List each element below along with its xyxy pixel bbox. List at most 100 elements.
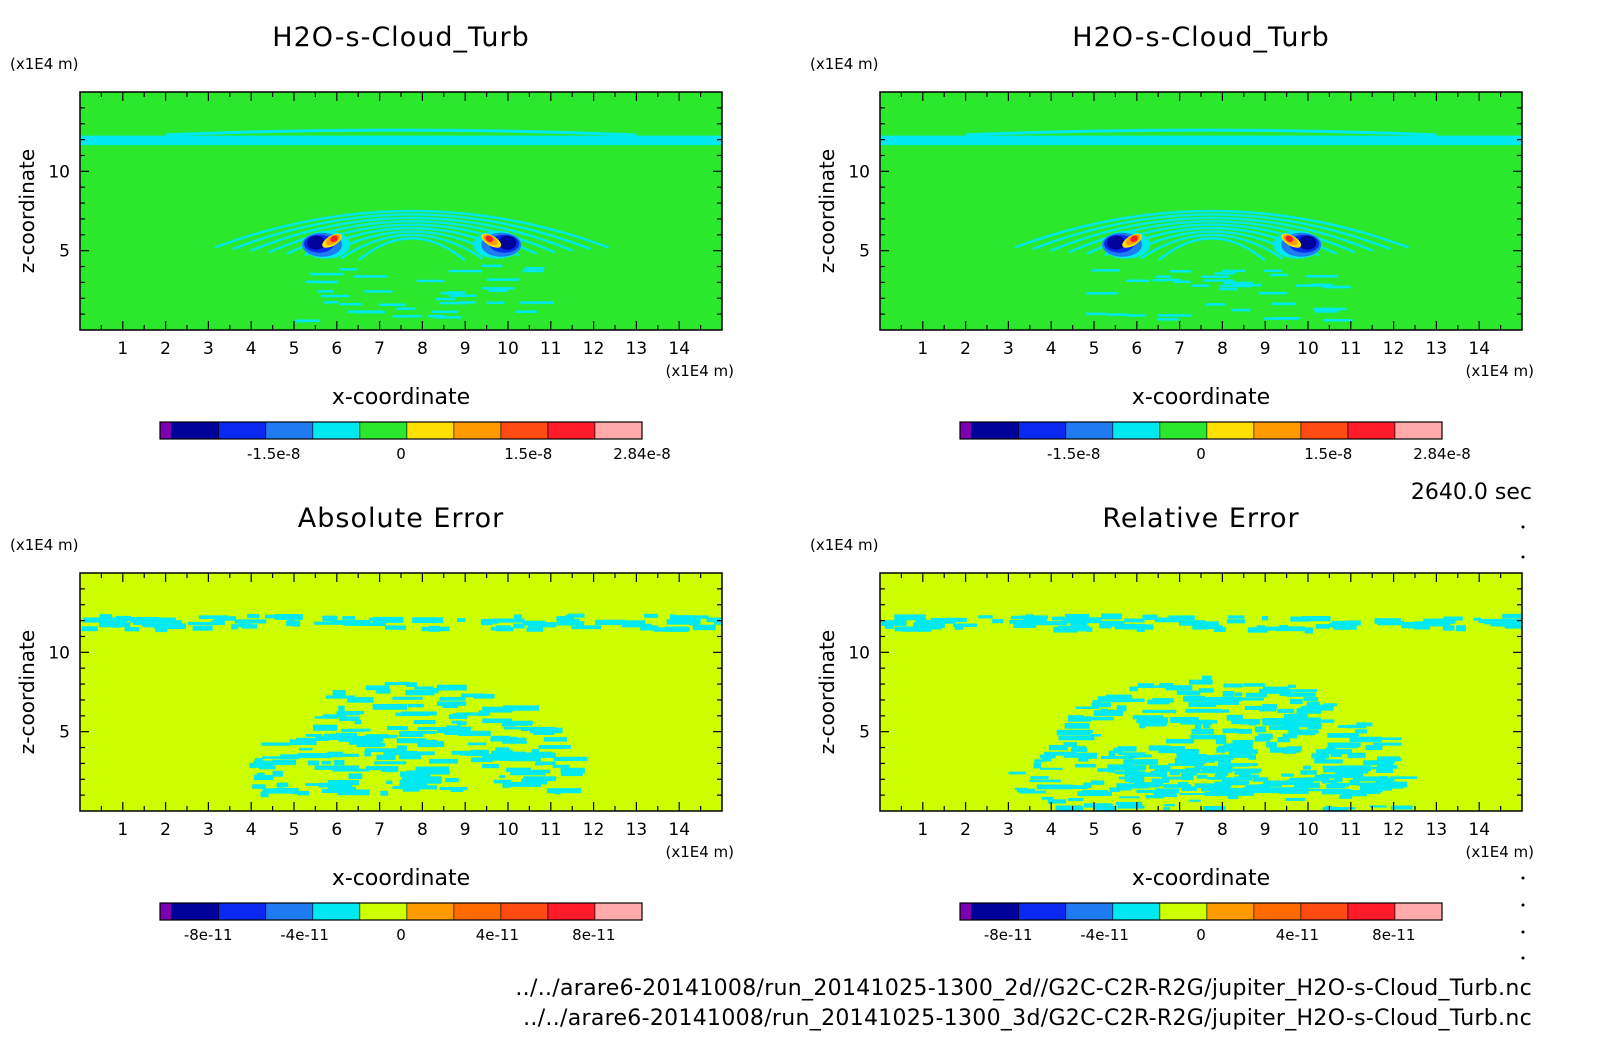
error-patch (1185, 755, 1197, 761)
plot-area (880, 573, 1522, 811)
error-patch-low (1014, 787, 1028, 790)
ripple-arc (1139, 233, 1284, 260)
colorbar-tick-label: -8e-11 (984, 926, 1033, 944)
colorbar-frame (159, 421, 643, 440)
error-patch (392, 696, 423, 700)
error-patch (1277, 708, 1295, 713)
error-patch (1262, 722, 1291, 726)
error-patch (365, 685, 390, 691)
error-patch (490, 736, 517, 742)
x-tick-label: 4 (1046, 339, 1057, 359)
error-band-patch (1136, 627, 1145, 633)
error-patch (1129, 686, 1138, 692)
x-tick-label: 11 (1340, 820, 1362, 840)
error-band-patch (1099, 620, 1125, 627)
x-tick-label: 6 (1131, 339, 1142, 359)
error-patch (452, 726, 472, 730)
error-band-patch (82, 617, 114, 623)
error-patch-low (1363, 787, 1383, 792)
error-patch (508, 781, 542, 787)
error-patch (482, 706, 513, 713)
error-patch (1248, 754, 1256, 760)
error-band-patch (1101, 613, 1123, 620)
x-tick-label: 9 (1260, 820, 1271, 840)
error-band-patch (1009, 619, 1031, 624)
error-patch (261, 742, 291, 746)
error-band-patch (1178, 620, 1206, 626)
error-band-patch (688, 619, 700, 626)
vortex-warm-core (330, 235, 338, 243)
error-patch (1036, 784, 1073, 790)
panel-3: Absolute Error(x1E4 m)1 2 3 4 5 6 7 8 9 10 11 12 13 1… (10, 503, 734, 944)
error-patch (1327, 732, 1359, 738)
x-tick-label: 1 (117, 820, 128, 840)
error-patch (364, 750, 371, 757)
error-patch (272, 770, 283, 777)
error-patch (1089, 733, 1102, 737)
ripple-blip (1152, 278, 1169, 282)
y-tick-label: 10 (848, 162, 870, 182)
x-tick-label: 3 (203, 339, 214, 359)
error-band-patch (894, 626, 906, 632)
error-patch (1218, 759, 1231, 763)
error-patch (399, 779, 422, 785)
colorbar-tick-label: 4e-11 (476, 926, 519, 944)
upper-cloud-band (80, 135, 722, 146)
error-patch (1142, 709, 1177, 713)
error-patch (1206, 696, 1242, 702)
error-band-patch (1304, 627, 1313, 634)
error-patch (1352, 776, 1388, 782)
error-patch-low (1369, 805, 1387, 808)
error-band-patch (1040, 621, 1067, 626)
error-band-patch (428, 625, 441, 632)
colorbar-cell (1159, 902, 1208, 921)
error-band-patch (1226, 619, 1246, 624)
error-patch (421, 776, 442, 781)
error-patch (334, 759, 345, 766)
error-patch (1185, 690, 1201, 696)
x-tick-label: 2 (160, 820, 171, 840)
error-patch (1215, 738, 1227, 745)
error-patch (1355, 729, 1367, 734)
ripple-arc (1157, 237, 1266, 262)
error-band-patch (1443, 616, 1463, 621)
colorbar-cell (1159, 421, 1208, 440)
x-unit-label: (x1E4 m) (1465, 362, 1534, 380)
error-patch (1228, 749, 1258, 754)
error-patch-low (1155, 788, 1180, 793)
upper-cloud-band (880, 135, 1522, 146)
edge-dot (1521, 525, 1525, 529)
error-patch (297, 790, 310, 796)
error-patch (1296, 786, 1309, 792)
error-band-patch (653, 627, 669, 632)
y-tick-label: 10 (848, 643, 870, 663)
x-unit-label: (x1E4 m) (1465, 843, 1534, 861)
error-patch-low (1034, 779, 1061, 783)
error-patch-low (1227, 781, 1250, 784)
x-tick-label: 1 (117, 339, 128, 359)
ripple-blip (1214, 272, 1236, 275)
colorbar-cell (1347, 421, 1396, 440)
error-patch (503, 726, 522, 730)
error-band-patch (1428, 618, 1456, 624)
ripple-blip (486, 301, 505, 304)
error-patch-low (1017, 788, 1035, 793)
error-patch (1244, 705, 1264, 710)
error-patch (341, 753, 359, 757)
error-patch (260, 791, 269, 798)
error-patch (1262, 717, 1295, 723)
error-band-patch (1192, 625, 1209, 630)
error-patch (1232, 739, 1254, 746)
panel-title: H2O-s-Cloud_Turb (1072, 22, 1329, 53)
error-patch (436, 729, 449, 734)
error-patch (326, 753, 344, 758)
error-patch (1203, 722, 1211, 729)
error-patch (560, 767, 585, 774)
x-tick-label: 2 (960, 339, 971, 359)
error-patch (328, 786, 357, 790)
y-tick-label: 5 (859, 723, 870, 743)
colorbar-cell (1112, 421, 1161, 440)
error-patch (415, 766, 450, 771)
ripple-blip (1201, 275, 1230, 278)
error-patch (1330, 752, 1342, 757)
